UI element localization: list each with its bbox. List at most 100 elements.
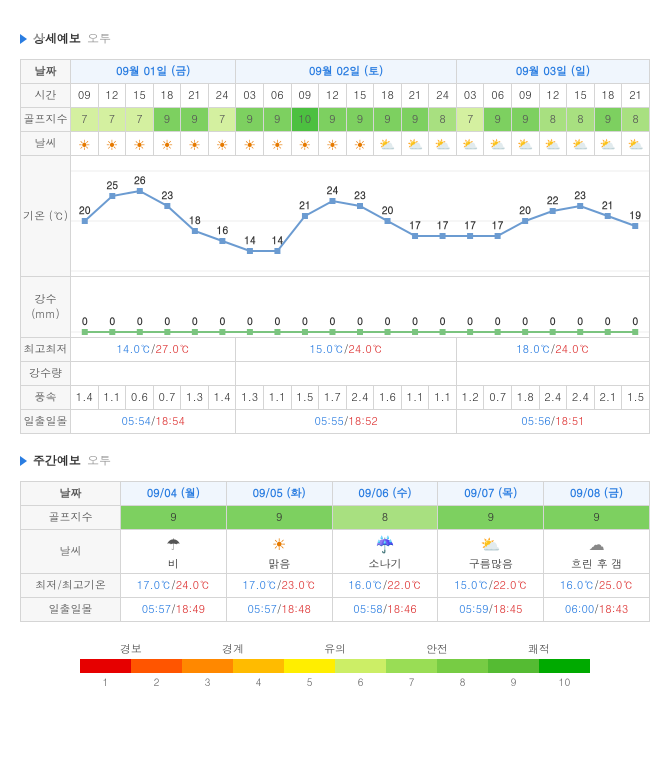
svg-text:23: 23 xyxy=(161,188,173,202)
wk-hdr-hilo: 최저/최고기온 xyxy=(21,574,121,598)
sun-icon: ☀ xyxy=(106,134,119,154)
svg-text:0: 0 xyxy=(137,314,143,328)
svg-text:0: 0 xyxy=(357,314,363,328)
legend-label: 쾌적 xyxy=(528,642,550,657)
time-cell: 21 xyxy=(622,84,650,108)
legend-num: 6 xyxy=(335,675,386,689)
svg-text:0: 0 xyxy=(467,314,473,328)
hdr-hilo: 최고최저 xyxy=(21,338,71,362)
svg-text:0: 0 xyxy=(275,314,281,328)
cloudy-icon: ⛅ xyxy=(438,532,543,555)
golf-cell: 7 xyxy=(71,108,99,132)
wind-cell: 1.5 xyxy=(291,386,319,410)
legend-swatch xyxy=(539,659,590,673)
hilo-cell: 14.0℃/27.0℃ xyxy=(71,338,236,362)
wind-cell: 1.1 xyxy=(263,386,291,410)
svg-text:17: 17 xyxy=(492,218,504,232)
wk-hdr-sun: 일출일몰 xyxy=(21,598,121,622)
svg-text:0: 0 xyxy=(302,314,308,328)
time-cell: 15 xyxy=(346,84,374,108)
svg-text:25: 25 xyxy=(106,178,118,192)
golf-cell: 8 xyxy=(429,108,457,132)
svg-text:23: 23 xyxy=(354,188,366,202)
wk-hilo: 16.0℃/25.0℃ xyxy=(544,574,650,598)
svg-text:0: 0 xyxy=(522,314,528,328)
wind-cell: 2.4 xyxy=(567,386,595,410)
wind-cell: 1.1 xyxy=(429,386,457,410)
sun-icon: ☀ xyxy=(133,134,146,154)
golf-cell: 7 xyxy=(208,108,236,132)
hdr-wind: 풍속 xyxy=(21,386,71,410)
wk-date: 09/08 (금) xyxy=(544,482,650,506)
legend-swatch xyxy=(335,659,386,673)
svg-text:0: 0 xyxy=(164,314,170,328)
time-cell: 12 xyxy=(98,84,126,108)
wk-date: 09/05 (화) xyxy=(226,482,332,506)
sun-icon: ☀ xyxy=(216,134,229,154)
wk-sun: 05:57/18:49 xyxy=(121,598,227,622)
pc-icon: ⛅ xyxy=(545,134,561,153)
weather-cell: ☀ xyxy=(236,132,264,156)
legend-swatch xyxy=(233,659,284,673)
pc-icon: ⛅ xyxy=(600,134,616,153)
wk-golf: 9 xyxy=(544,506,650,530)
wk-sun: 05:59/18:45 xyxy=(438,598,544,622)
legend-bar xyxy=(80,659,590,673)
time-cell: 18 xyxy=(594,84,622,108)
hdr-rain: 강수 (mm) xyxy=(21,277,71,338)
svg-text:0: 0 xyxy=(219,314,225,328)
weather-cell: ☀ xyxy=(126,132,154,156)
svg-text:0: 0 xyxy=(412,314,418,328)
hdr-precip: 강수량 xyxy=(21,362,71,386)
weather-cell: ☀ xyxy=(263,132,291,156)
pc-icon: ⛅ xyxy=(572,134,588,153)
svg-text:19: 19 xyxy=(629,208,641,222)
weather-cell: ☀ xyxy=(181,132,209,156)
sun-icon: ☀ xyxy=(271,134,284,154)
time-cell: 03 xyxy=(456,84,484,108)
weather-cell: ⛅ xyxy=(539,132,567,156)
svg-text:0: 0 xyxy=(605,314,611,328)
pc-icon: ⛅ xyxy=(435,134,451,153)
weekly-sub: 오투 xyxy=(87,452,111,469)
legend-swatch xyxy=(131,659,182,673)
legend-num: 3 xyxy=(182,675,233,689)
wk-hilo: 15.0℃/22.0℃ xyxy=(438,574,544,598)
legend-label: 안전 xyxy=(426,642,448,657)
svg-text:20: 20 xyxy=(382,203,394,217)
sun-icon: ☀ xyxy=(243,134,256,154)
rain-icon: ☂ xyxy=(121,532,226,555)
weather-cell: ⛅ xyxy=(622,132,650,156)
svg-text:14: 14 xyxy=(272,233,284,247)
svg-text:0: 0 xyxy=(550,314,556,328)
time-cell: 15 xyxy=(126,84,154,108)
svg-text:16: 16 xyxy=(217,223,229,237)
wk-date: 09/07 (목) xyxy=(438,482,544,506)
legend-swatch xyxy=(386,659,437,673)
weather-cell: ☀ xyxy=(346,132,374,156)
time-cell: 06 xyxy=(484,84,512,108)
golf-cell: 9 xyxy=(512,108,540,132)
wind-cell: 2.4 xyxy=(539,386,567,410)
time-cell: 12 xyxy=(319,84,347,108)
time-cell: 12 xyxy=(539,84,567,108)
legend-num: 7 xyxy=(386,675,437,689)
weather-cell: ⛅ xyxy=(374,132,402,156)
precip-daily-cell xyxy=(236,362,457,386)
precip-chart: 000000000000000000000 xyxy=(71,277,649,337)
sun-cell: 05:55/18:52 xyxy=(236,410,457,434)
wk-weather: ☀맑음 xyxy=(226,530,332,574)
precip-daily-cell xyxy=(456,362,649,386)
weekly-title: 주간예보 xyxy=(33,452,81,469)
svg-text:17: 17 xyxy=(409,218,421,232)
wk-sun: 05:57/18:48 xyxy=(226,598,332,622)
weekly-table: 날짜09/04 (월)09/05 (화)09/06 (수)09/07 (목)09… xyxy=(20,481,650,622)
time-cell: 15 xyxy=(567,84,595,108)
wk-sun: 05:58/18:46 xyxy=(332,598,438,622)
svg-text:0: 0 xyxy=(577,314,583,328)
wind-cell: 1.4 xyxy=(208,386,236,410)
golf-cell: 9 xyxy=(374,108,402,132)
time-cell: 09 xyxy=(512,84,540,108)
detail-header: 상세예보 오투 xyxy=(20,30,650,47)
svg-text:0: 0 xyxy=(247,314,253,328)
